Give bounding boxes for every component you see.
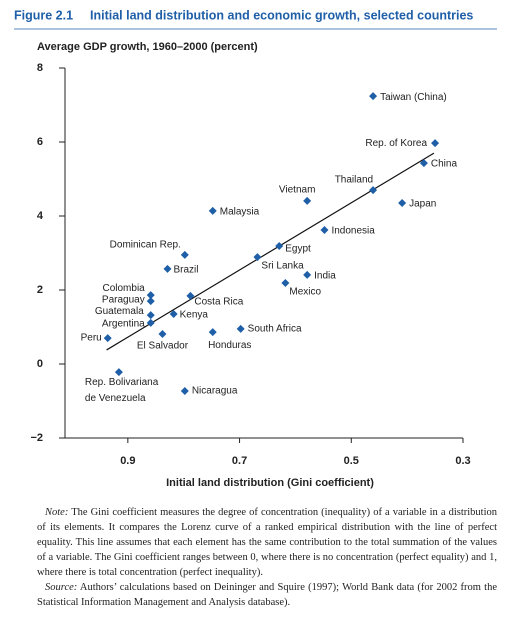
point-label: Nicaragua: [192, 386, 238, 397]
point-label: Egypt: [285, 244, 311, 255]
point-label: Kenya: [180, 310, 209, 321]
source-text: Authors’ calculations based on Deininger…: [37, 582, 498, 608]
x-tick-label: 0.7: [232, 455, 247, 467]
point-label: Thailand: [335, 175, 373, 186]
point: [253, 253, 262, 262]
point: [146, 318, 155, 327]
point-label: Brazil: [174, 265, 199, 276]
point: [303, 196, 312, 205]
y-axis-label: Average GDP growth, 1960–2000 (percent): [37, 41, 258, 53]
point-label: Peru: [81, 333, 102, 344]
point: [146, 291, 155, 300]
point-label: Paraguay: [102, 295, 145, 306]
y-tick-label: 4: [37, 210, 44, 222]
point: [281, 278, 290, 287]
y-tick-label: 8: [37, 62, 43, 74]
point-label: Costa Rica: [194, 297, 243, 308]
point: [180, 387, 189, 396]
chart-title: Initial land distribution and economic g…: [90, 8, 473, 22]
point-label: Indonesia: [331, 226, 375, 237]
y-tick-label: 2: [37, 284, 43, 296]
x-axis-label: Initial land distribution (Gini coeffici…: [166, 477, 374, 489]
point-label: Vietnam: [279, 184, 316, 195]
point-label: Japan: [409, 199, 436, 210]
trend-line: [106, 152, 435, 351]
point: [146, 297, 155, 306]
point: [103, 334, 112, 343]
source: Source: Authors’ calculations based on D…: [37, 580, 497, 610]
point: [114, 368, 123, 377]
point-label: Honduras: [208, 340, 251, 351]
notes: Note: The Gini coefficient measures the …: [37, 505, 497, 610]
point: [431, 139, 440, 148]
x-tick-label: 0.3: [455, 455, 470, 467]
point: [398, 199, 407, 208]
point: [169, 310, 178, 319]
note-label: Note:: [45, 507, 69, 518]
point: [303, 270, 312, 279]
point-label: Sri Lanka: [261, 261, 304, 272]
point-label: India: [314, 270, 336, 281]
source-label: Source:: [45, 582, 78, 593]
point-label: Colombia: [102, 283, 145, 294]
point: [419, 159, 428, 168]
point: [369, 92, 378, 101]
x-tick-label: 0.9: [120, 455, 135, 467]
point: [146, 311, 155, 320]
point-label: Rep. of Korea: [365, 138, 427, 149]
point: [180, 250, 189, 259]
point-label: Taiwan (China): [380, 92, 447, 103]
y-tick-label: −2: [30, 432, 43, 444]
point-label: Guatemala: [95, 306, 144, 317]
point: [163, 264, 172, 273]
figure-label: Figure 2.1: [14, 8, 73, 22]
point-label: El Salvador: [137, 341, 189, 352]
point-label: Argentina: [102, 319, 145, 330]
point: [208, 206, 217, 215]
point: [369, 186, 378, 195]
chart: Figure 2.1 Initial land distribution and…: [14, 8, 497, 489]
y-tick-label: 0: [37, 358, 43, 370]
note-text: The Gini coefficient measures the degree…: [37, 507, 497, 578]
point: [236, 324, 245, 333]
point: [275, 241, 284, 250]
point: [208, 328, 217, 337]
point: [320, 226, 329, 235]
point-label: South Africa: [248, 323, 302, 334]
point: [158, 330, 167, 339]
point-label: Malaysia: [220, 206, 260, 217]
note: Note: The Gini coefficient measures the …: [37, 505, 497, 580]
point: [186, 291, 195, 300]
point-label: Dominican Rep.: [110, 239, 181, 250]
point-label: Rep. Bolivariana de Venezuela: [84, 377, 159, 405]
point-label: China: [431, 159, 458, 170]
x-tick-label: 0.5: [344, 455, 359, 467]
point-label: Mexico: [289, 287, 321, 298]
y-tick-label: 6: [37, 136, 43, 148]
